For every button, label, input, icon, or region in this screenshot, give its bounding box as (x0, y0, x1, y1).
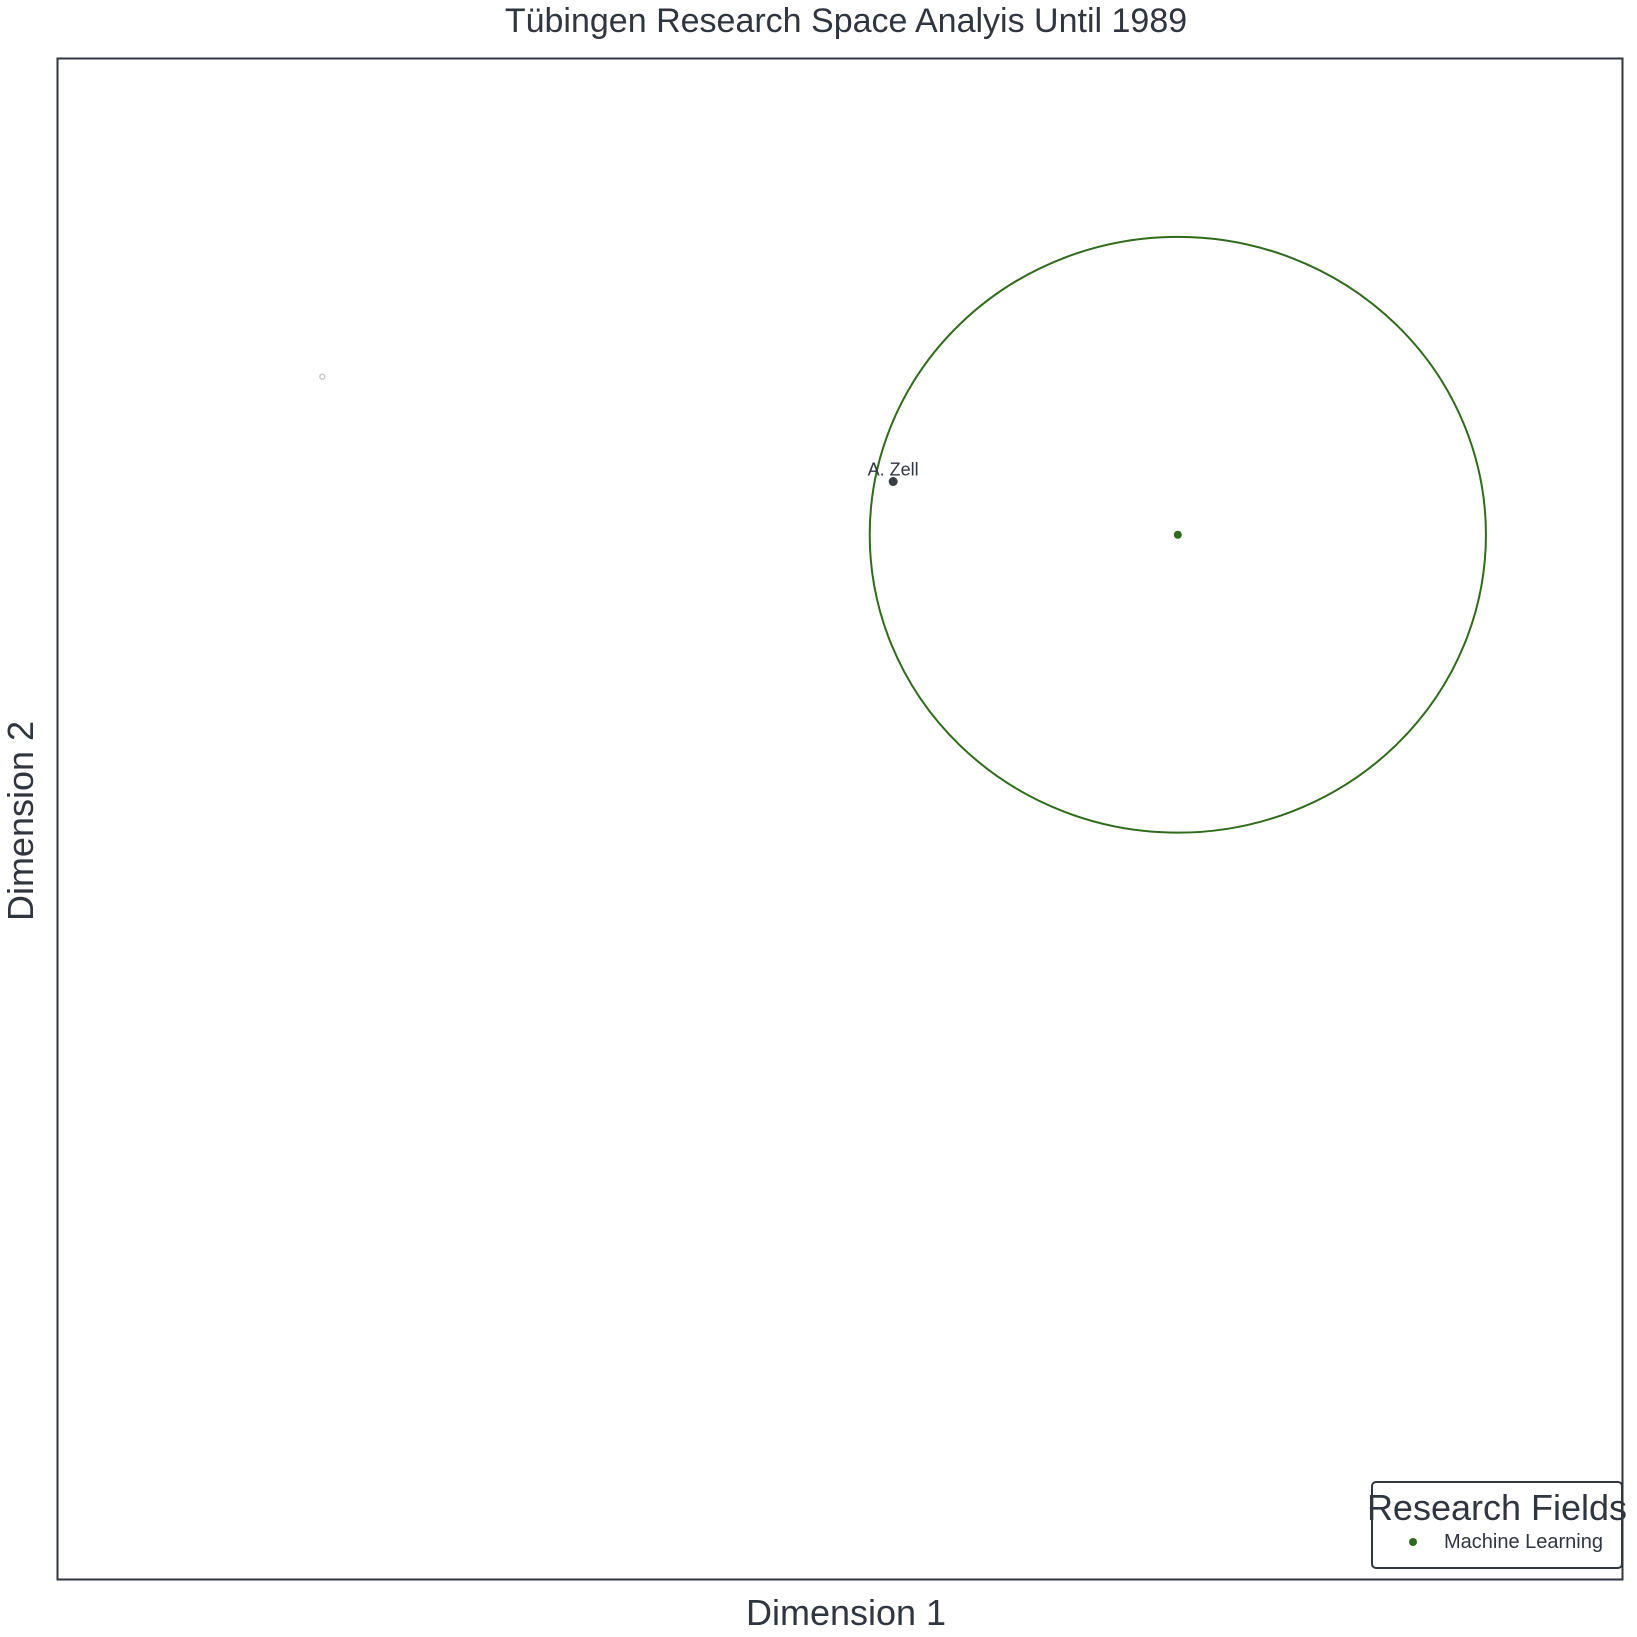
faint-points-layer (319, 373, 326, 380)
series-point (1173, 530, 1182, 539)
point-annotations-layer: A. Zell (868, 460, 919, 487)
legend-marker (1409, 1538, 1417, 1546)
legend-box (1371, 1481, 1623, 1569)
x-axis-label: Dimension 1 (746, 1592, 946, 1633)
legend-title: Research Fields (1367, 1487, 1627, 1528)
y-axis-label: Dimension 2 (0, 721, 41, 921)
faint-point (319, 373, 326, 380)
legend-entries: Machine Learning (1409, 1531, 1603, 1553)
legend: Research Fields Machine Learning (1367, 1481, 1627, 1569)
legend-entry-label: Machine Learning (1444, 1531, 1603, 1553)
annotated-point (888, 477, 898, 487)
cluster-regions-layer (868, 235, 1487, 834)
data-points-layer (1173, 530, 1182, 539)
chart-title: Tübingen Research Space Analyis Until 19… (505, 2, 1187, 40)
annotated-point-label: A. Zell (868, 460, 919, 480)
cluster-region-ellipse (868, 235, 1487, 834)
plot-area-frame (56, 57, 1624, 1581)
